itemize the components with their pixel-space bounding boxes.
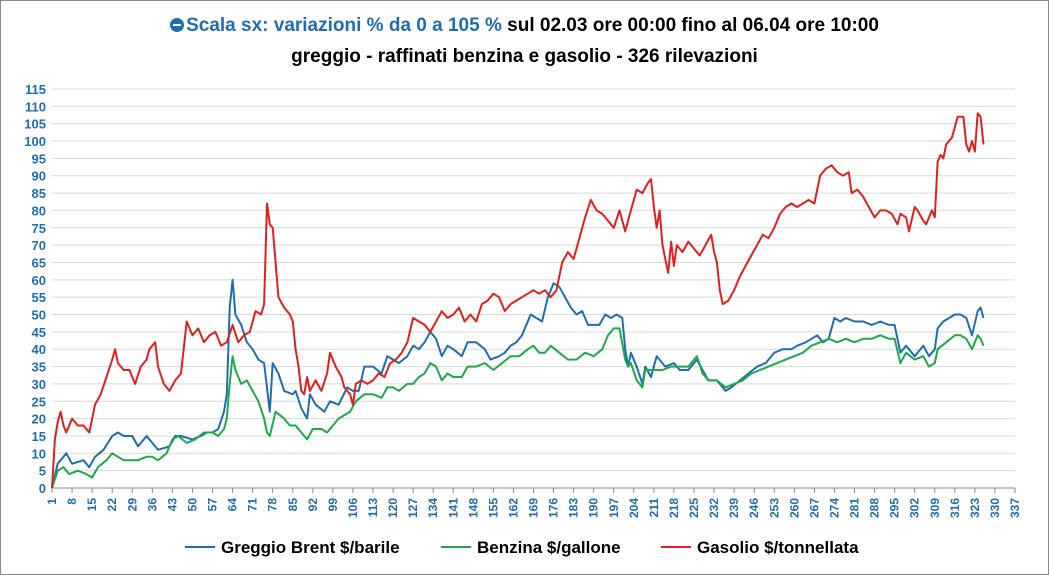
x-tick-label: 302 xyxy=(908,498,922,518)
x-tick-label: 267 xyxy=(807,498,821,518)
x-tick-label: 232 xyxy=(707,498,721,518)
y-tick-label: 65 xyxy=(32,255,46,270)
x-tick-label: 274 xyxy=(827,498,841,518)
x-tick-label: 141 xyxy=(446,498,460,518)
x-tick-label: 57 xyxy=(206,498,220,512)
x-tick-label: 120 xyxy=(386,498,400,518)
x-tick-label: 50 xyxy=(185,498,199,512)
x-tick-label: 246 xyxy=(747,498,761,518)
chart-title-line1: Scala sx: variazioni % da 0 a 105 % sul … xyxy=(0,15,1049,37)
y-axis-ticks: 0 5 10 15 20 25 30 35 40 45 50 55 60 65 70 75 80 85 90 95 10… xyxy=(24,82,46,496)
y-tick-label: 115 xyxy=(25,82,46,97)
grid-lines xyxy=(52,88,1015,489)
x-tick-label: 337 xyxy=(1008,498,1022,518)
y-tick-label: 105 xyxy=(24,117,46,132)
x-tick-label: 15 xyxy=(85,498,99,512)
x-tick-label: 29 xyxy=(125,498,139,512)
series-lines xyxy=(51,112,985,489)
x-tick-label: 85 xyxy=(286,498,300,512)
y-tick-label: 95 xyxy=(32,151,46,166)
title-scale-text: Scala sx: variazioni % da 0 a 105 % xyxy=(186,15,502,36)
x-tick-label: 162 xyxy=(506,498,520,518)
x-tick-label: 218 xyxy=(667,498,681,518)
x-tick-label: 239 xyxy=(727,498,741,518)
x-tick-label: 330 xyxy=(988,498,1002,518)
x-axis-ticks: 1 8 15 22 29 36 43 50 57 64 71 78 85 92 99 106 113 120 127… xyxy=(45,488,1022,518)
y-tick-label: 90 xyxy=(32,169,46,184)
y-tick-label: 15 xyxy=(32,429,46,444)
legend-item-gasolio: Gasolio $/tonnellata xyxy=(661,538,859,558)
x-tick-label: 204 xyxy=(627,498,641,518)
y-tick-label: 45 xyxy=(32,325,46,340)
y-tick-label: 30 xyxy=(32,377,46,392)
x-tick-label: 183 xyxy=(567,498,581,518)
series-line-gasolio xyxy=(51,112,985,489)
y-tick-label: 55 xyxy=(32,290,46,305)
x-tick-label: 64 xyxy=(226,498,240,512)
y-tick-label: 35 xyxy=(32,360,46,375)
x-tick-label: 148 xyxy=(466,498,480,518)
chart-title-line2: greggio - raffinati benzina e gasolio - … xyxy=(291,46,758,67)
y-tick-label: 25 xyxy=(32,394,46,409)
legend-swatch-gasolio xyxy=(661,545,691,548)
title-period-text: sul 02.03 ore 00:00 fino al 06.04 ore 10… xyxy=(501,15,879,36)
y-tick-label: 10 xyxy=(32,446,46,461)
y-tick-label: 70 xyxy=(32,238,46,253)
x-tick-label: 211 xyxy=(647,498,661,518)
x-tick-label: 134 xyxy=(426,498,440,518)
x-tick-label: 22 xyxy=(105,498,119,512)
x-tick-label: 99 xyxy=(326,498,340,512)
legend-label-gasolio: Gasolio $/tonnellata xyxy=(697,538,859,557)
y-tick-label: 0 xyxy=(39,481,46,496)
x-tick-label: 169 xyxy=(527,498,541,518)
x-tick-label: 127 xyxy=(406,498,420,518)
y-tick-label: 5 xyxy=(39,464,46,479)
x-tick-label: 78 xyxy=(266,498,280,512)
legend-item-benzina: Benzina $/gallone xyxy=(441,538,621,558)
legend-swatch-benzina xyxy=(441,545,471,548)
y-tick-label: 50 xyxy=(32,308,46,323)
x-tick-label: 309 xyxy=(928,498,942,518)
legend-swatch-brent xyxy=(185,545,215,548)
legend: Greggio Brent $/barile Benzina $/gallone… xyxy=(0,538,1049,560)
x-tick-label: 253 xyxy=(767,498,781,518)
x-tick-label: 197 xyxy=(607,498,621,518)
y-tick-label: 75 xyxy=(32,221,46,236)
y-tick-label: 85 xyxy=(32,186,46,201)
x-tick-label: 71 xyxy=(246,498,260,512)
y-tick-label: 100 xyxy=(24,134,46,149)
y-tick-label: 110 xyxy=(25,99,46,114)
x-tick-label: 281 xyxy=(848,498,862,518)
x-tick-label: 8 xyxy=(65,498,79,505)
y-tick-label: 80 xyxy=(32,203,46,218)
legend-label-benzina: Benzina $/gallone xyxy=(477,538,621,557)
x-tick-label: 316 xyxy=(948,498,962,518)
x-tick-label: 1 xyxy=(45,498,59,505)
y-tick-label: 60 xyxy=(32,273,46,288)
x-tick-label: 113 xyxy=(366,498,380,518)
y-tick-label: 40 xyxy=(32,342,46,357)
series-line-brent xyxy=(51,278,985,489)
legend-label-brent: Greggio Brent $/barile xyxy=(221,538,400,557)
minus-circle-icon xyxy=(170,18,185,32)
x-tick-label: 288 xyxy=(868,498,882,518)
x-tick-label: 190 xyxy=(587,498,601,518)
x-tick-label: 43 xyxy=(165,498,179,512)
x-tick-label: 295 xyxy=(888,498,902,518)
x-tick-label: 225 xyxy=(687,498,701,518)
x-tick-label: 92 xyxy=(306,498,320,512)
y-tick-label: 20 xyxy=(32,412,46,427)
x-tick-label: 36 xyxy=(145,498,159,512)
series-line-benzina xyxy=(51,327,985,489)
x-tick-label: 155 xyxy=(486,498,500,518)
legend-item-brent: Greggio Brent $/barile xyxy=(185,538,400,558)
x-tick-label: 176 xyxy=(547,498,561,518)
x-tick-label: 323 xyxy=(968,498,982,518)
x-tick-label: 106 xyxy=(346,498,360,518)
x-tick-label: 260 xyxy=(787,498,801,518)
